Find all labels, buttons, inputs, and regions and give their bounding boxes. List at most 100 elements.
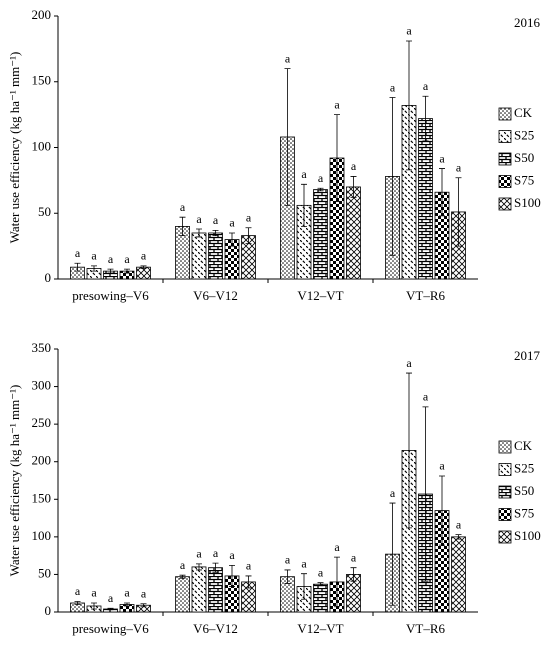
error-bar (422, 95, 429, 142)
legend-label: S75 (514, 505, 534, 520)
error-bar (455, 177, 462, 247)
bar (208, 567, 223, 613)
y-axis-label: Water use efficiency (kg ha⁻¹ mm⁻¹) (7, 385, 22, 577)
significance-letter: a (229, 216, 235, 230)
error-bar (389, 502, 396, 606)
significance-letter: a (285, 553, 291, 567)
error-bar (140, 265, 147, 269)
y-tick-label: 200 (32, 7, 52, 22)
error-bar (229, 565, 235, 587)
significance-letter: a (213, 546, 219, 560)
error-bar (284, 569, 291, 584)
significance-letter: a (141, 249, 147, 263)
error-bar (212, 229, 219, 237)
y-tick-label: 350 (32, 340, 52, 355)
significance-letter: a (246, 559, 252, 573)
significance-letter: a (124, 252, 130, 266)
legend-swatch (498, 107, 512, 121)
significance-letter: a (301, 556, 307, 570)
error-bar (74, 262, 81, 272)
error-bar (334, 114, 340, 202)
panel-year: 2016 (514, 15, 541, 30)
bar (175, 576, 190, 613)
legend-label: S100 (514, 195, 541, 210)
significance-letter: a (141, 586, 147, 600)
significance-letter: a (196, 212, 202, 226)
legend-label: S50 (514, 483, 534, 498)
significance-letter: a (124, 586, 130, 600)
error-bar (124, 602, 130, 607)
significance-letter: a (334, 97, 340, 111)
bar (191, 232, 207, 280)
y-axis-label: Water use efficiency (kg ha⁻¹ mm⁻¹) (7, 52, 22, 244)
significance-letter: a (246, 210, 252, 224)
significance-letter: a (456, 517, 462, 531)
x-tick-label: VT–R6 (406, 288, 446, 303)
significance-letter: a (75, 246, 81, 260)
significance-letter: a (108, 591, 114, 605)
error-bar (229, 232, 235, 247)
legend-swatch (498, 440, 512, 454)
y-tick-label: 50 (38, 204, 51, 219)
error-bar (179, 574, 186, 579)
error-bar (350, 176, 357, 198)
significance-letter: a (91, 586, 97, 600)
bar (191, 566, 207, 613)
x-tick-label: V12–VT (297, 621, 343, 636)
error-bar (245, 575, 252, 589)
bar (313, 583, 328, 613)
significance-letter: a (406, 356, 412, 370)
significance-letter: a (196, 547, 202, 561)
significance-letter: a (75, 584, 81, 598)
significance-letter: a (229, 548, 235, 562)
y-tick-label: 50 (38, 565, 51, 580)
error-bar (422, 406, 429, 582)
y-tick-label: 200 (32, 453, 52, 468)
significance-letter: a (351, 159, 357, 173)
significance-letter: a (318, 171, 324, 185)
significance-letter: a (108, 252, 114, 266)
legend-label: S25 (514, 460, 534, 475)
legend-swatch (498, 197, 512, 211)
legend-swatch (498, 485, 512, 499)
error-bar (140, 603, 147, 608)
bar (346, 186, 361, 280)
legend-label: S75 (514, 172, 534, 187)
significance-letter: a (351, 550, 357, 564)
panel-year: 2017 (514, 348, 541, 363)
legend-label: S50 (514, 150, 534, 165)
significance-letter: a (180, 558, 186, 572)
error-bar (124, 268, 130, 274)
legend-label: CK (514, 438, 533, 453)
legend-swatch (498, 530, 512, 544)
significance-letter: a (180, 200, 186, 214)
significance-letter: a (334, 540, 340, 554)
significance-letter: a (213, 213, 219, 227)
y-tick-label: 150 (32, 490, 52, 505)
y-tick-label: 300 (32, 378, 52, 393)
significance-letter: a (390, 80, 396, 94)
legend-swatch (498, 175, 512, 188)
error-bar (91, 265, 97, 272)
error-bar (196, 228, 202, 238)
error-bar (350, 567, 357, 582)
bar (313, 189, 328, 280)
error-bar (389, 97, 396, 256)
significance-letter: a (423, 390, 429, 404)
error-bar (196, 563, 202, 571)
error-bar (107, 607, 114, 611)
x-tick-label: V6–V12 (193, 288, 238, 303)
error-bar (439, 168, 445, 217)
significance-letter: a (423, 79, 429, 93)
error-bar (317, 187, 324, 192)
legend-label: CK (514, 105, 533, 120)
legend-swatch (498, 463, 512, 476)
y-tick-label: 100 (32, 528, 52, 543)
y-tick-label: 250 (32, 415, 52, 430)
significance-letter: a (439, 459, 445, 473)
error-bar (107, 268, 114, 274)
error-bar (439, 475, 445, 546)
y-tick-label: 0 (45, 270, 52, 285)
legend-swatch (498, 152, 512, 166)
